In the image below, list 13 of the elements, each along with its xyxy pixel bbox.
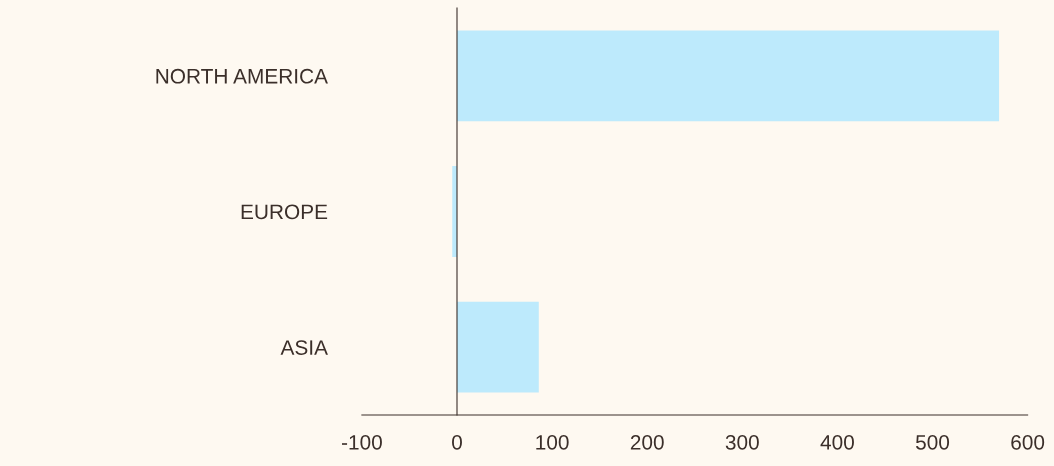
x-tick-label: 400 [820, 434, 854, 450]
x-tick-label: 300 [725, 434, 759, 450]
x-tick-label: -100 [341, 434, 382, 450]
x-tick-label: 200 [630, 434, 664, 450]
y-tick-label: ASIA [280, 340, 328, 355]
x-tick-label: 600 [1011, 434, 1045, 450]
x-tick-label: 100 [536, 434, 569, 450]
y-tick-label: EUROPE [241, 204, 328, 220]
bar [457, 301, 539, 393]
bar [457, 30, 1000, 122]
x-tick-label: 0 [452, 434, 462, 450]
y-tick-label: NORTH AMERICA [156, 68, 328, 84]
x-tick-label: 500 [915, 434, 950, 450]
